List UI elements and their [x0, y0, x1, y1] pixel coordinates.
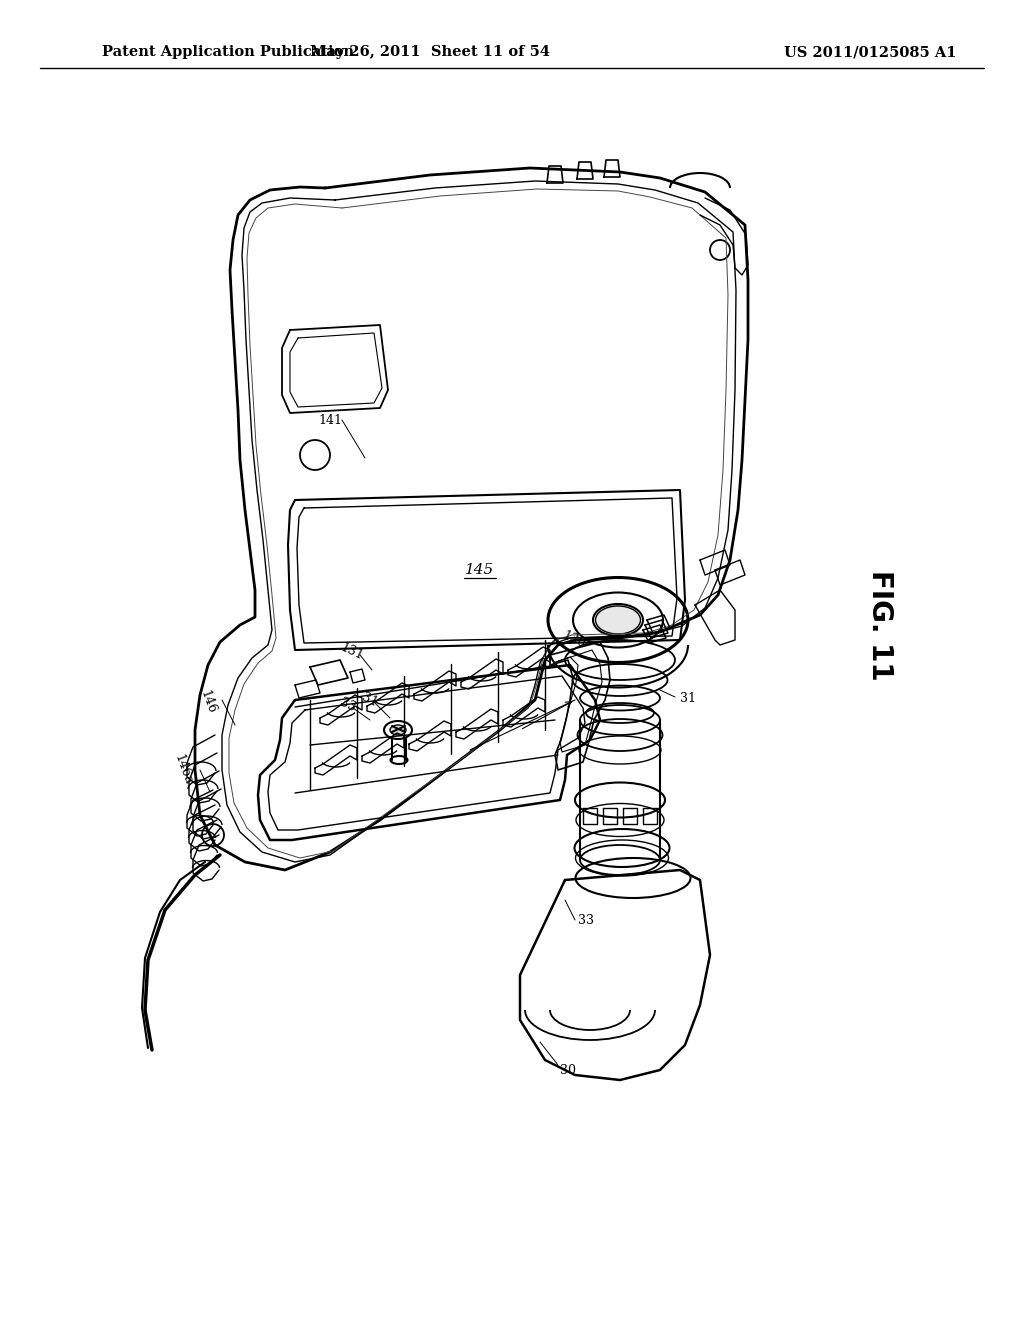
Text: 146: 146	[198, 689, 218, 715]
Text: 31: 31	[680, 692, 696, 705]
Text: Patent Application Publication: Patent Application Publication	[102, 45, 354, 59]
Text: FIG. 11: FIG. 11	[866, 570, 894, 680]
Text: 31: 31	[360, 690, 380, 709]
Text: 131: 131	[338, 642, 366, 663]
Ellipse shape	[596, 606, 640, 634]
Text: 33: 33	[338, 696, 358, 714]
Text: 30: 30	[560, 1064, 575, 1077]
Text: May 26, 2011  Sheet 11 of 54: May 26, 2011 Sheet 11 of 54	[310, 45, 550, 59]
Text: 146a: 146a	[172, 752, 195, 787]
Text: US 2011/0125085 A1: US 2011/0125085 A1	[783, 45, 956, 59]
Text: 145: 145	[465, 564, 495, 577]
Text: 130: 130	[560, 630, 587, 651]
Text: 141: 141	[318, 413, 342, 426]
Text: 33: 33	[578, 913, 594, 927]
Ellipse shape	[390, 725, 406, 735]
